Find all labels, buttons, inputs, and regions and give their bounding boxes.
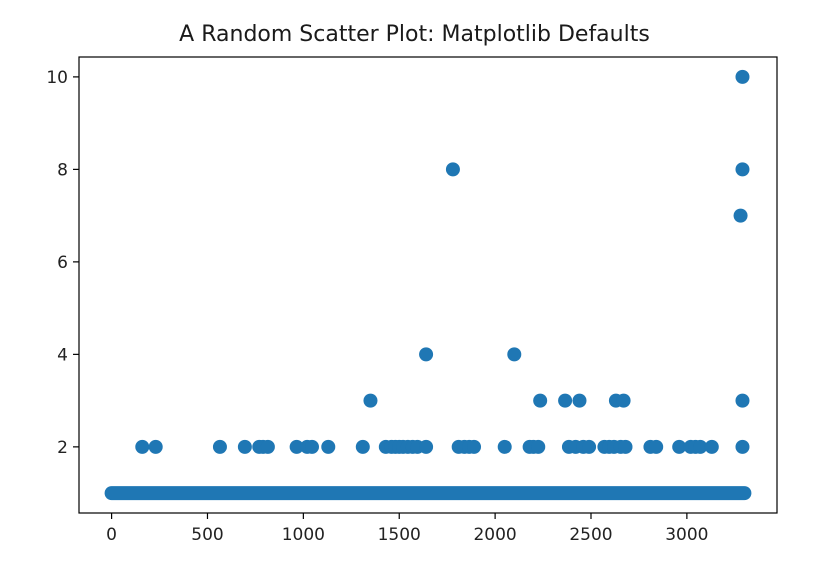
baseline-points	[104, 486, 752, 501]
scatter-point	[148, 439, 163, 454]
scatter-point	[618, 439, 633, 454]
scatter-point	[693, 439, 708, 454]
plot-marks	[104, 69, 752, 501]
scatter-point	[212, 439, 227, 454]
plot-axes: 0 500 1000 1500 2000 2500 3000 2 4 6 8 10	[46, 56, 778, 545]
y-tick-label: 4	[57, 345, 68, 365]
scatter-point	[304, 439, 319, 454]
scatter-point	[649, 439, 664, 454]
scatter-point	[289, 439, 304, 454]
scatter-point	[467, 439, 482, 454]
x-tick-label: 1500	[378, 525, 421, 545]
scatter-point	[419, 347, 434, 362]
scatter-point	[321, 439, 336, 454]
scatter-point	[735, 69, 750, 84]
x-tick-label: 0	[106, 525, 117, 545]
y-tick-label: 6	[57, 253, 68, 273]
scatter-point	[572, 393, 587, 408]
scatter-point	[135, 439, 150, 454]
scatter-point	[531, 439, 546, 454]
scatter-point	[363, 393, 378, 408]
scatter-point	[355, 439, 370, 454]
y-tick-label: 10	[46, 68, 68, 88]
x-tick-label: 3000	[665, 525, 708, 545]
scatter-point	[735, 393, 750, 408]
x-tick-label: 2000	[473, 525, 516, 545]
y-tick-label: 2	[57, 438, 68, 458]
scatter-point	[704, 439, 719, 454]
scatter-point	[237, 439, 252, 454]
scatter-point	[672, 439, 687, 454]
scatter-point	[507, 347, 522, 362]
y-tick-label: 8	[57, 160, 68, 180]
x-tick-label: 1000	[282, 525, 325, 545]
scatter-point	[497, 439, 512, 454]
scatter-point	[533, 393, 548, 408]
scatter-point	[260, 439, 275, 454]
chart-title: A Random Scatter Plot: Matplotlib Defaul…	[179, 22, 650, 47]
scatter-point	[582, 439, 597, 454]
scatter-point	[558, 393, 573, 408]
scatter-point	[419, 439, 434, 454]
scatter-point	[735, 162, 750, 177]
scatter-point	[733, 208, 748, 223]
scatter-point	[616, 393, 631, 408]
scatter-point	[445, 162, 460, 177]
x-tick-label: 2500	[569, 525, 612, 545]
plot-frame	[78, 56, 778, 514]
scatter-point	[735, 439, 750, 454]
x-tick-label: 500	[191, 525, 223, 545]
